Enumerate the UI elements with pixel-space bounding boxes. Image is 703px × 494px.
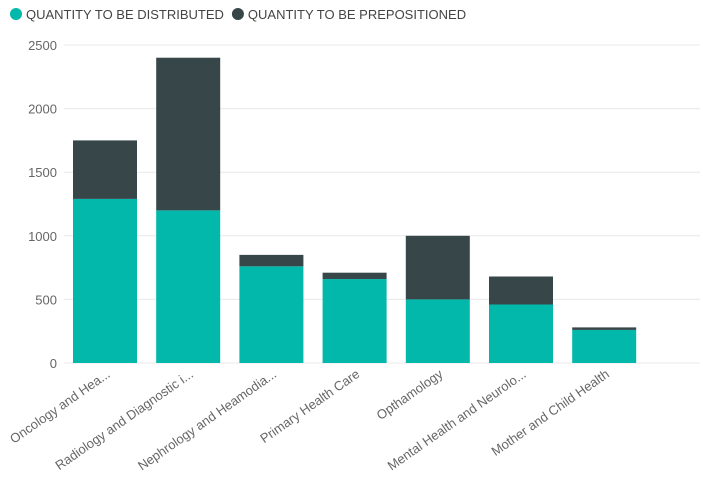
bar-4-series-2[interactable] bbox=[322, 272, 387, 280]
bar-5-series-1[interactable] bbox=[405, 299, 470, 363]
legend-marker-2 bbox=[231, 8, 244, 20]
bar-3-series-2[interactable] bbox=[239, 254, 304, 267]
bar-3-series-1[interactable] bbox=[239, 266, 304, 363]
legend-label-1: QUANTITY TO BE DISTRIBUTED bbox=[26, 7, 224, 22]
bar-6-series-2[interactable] bbox=[489, 276, 553, 305]
bar-2-series-1[interactable] bbox=[156, 210, 221, 363]
bar-1-series-1[interactable] bbox=[73, 198, 137, 363]
x-category-label-5: Opthamology bbox=[374, 366, 446, 423]
bar-5-series-2[interactable] bbox=[405, 235, 470, 300]
x-category-label-3: Nephrology and Heamodia... bbox=[135, 366, 279, 473]
x-category-label-6: Mental Health and Neurolo... bbox=[385, 366, 529, 473]
bar-4-series-1[interactable] bbox=[322, 279, 387, 363]
bar-1-series-2[interactable] bbox=[73, 140, 137, 199]
y-tick-label-1500: 1500 bbox=[28, 165, 57, 180]
chart-legend: QUANTITY TO BE DISTRIBUTED QUANTITY TO BE… bbox=[10, 7, 466, 22]
y-tick-label-500: 500 bbox=[35, 292, 57, 307]
bar-7-series-1[interactable] bbox=[572, 329, 637, 363]
x-axis: Oncology and Hea...Radiology and Diagnos… bbox=[7, 366, 612, 473]
y-tick-label-2500: 2500 bbox=[28, 38, 57, 53]
bar-2-series-2[interactable] bbox=[156, 57, 221, 211]
y-axis: 0 500 1000 1500 2000 2500 bbox=[28, 38, 57, 371]
x-category-label-2: Radiology and Diagnostic i... bbox=[52, 366, 196, 473]
legend-marker-1 bbox=[10, 8, 22, 20]
chart-bars bbox=[73, 57, 637, 363]
y-tick-label-2000: 2000 bbox=[28, 102, 57, 117]
y-tick-label-1000: 1000 bbox=[28, 229, 57, 244]
bar-6-series-1[interactable] bbox=[489, 304, 553, 363]
legend-label-2: QUANTITY TO BE PREPOSITIONED bbox=[248, 7, 466, 22]
y-tick-label-0: 0 bbox=[50, 356, 57, 371]
bar-7-series-2[interactable] bbox=[572, 327, 637, 330]
